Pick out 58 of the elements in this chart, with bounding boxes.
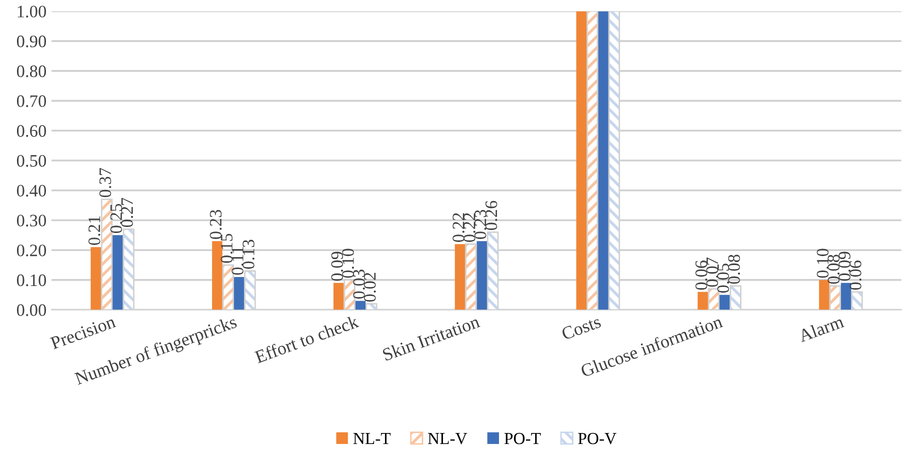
data-label: 0.09 — [838, 252, 850, 281]
data-label: 0.10 — [816, 248, 829, 278]
data-label: 0.07 — [706, 258, 718, 287]
y-tick-label: 0.60 — [16, 125, 46, 137]
data-label: 0.10 — [342, 248, 354, 278]
data-label: 0.21 — [88, 216, 100, 245]
bar — [355, 300, 366, 310]
x-tick-label: Effort to check — [254, 314, 360, 364]
bar — [454, 244, 466, 310]
y-tick-label: 0.30 — [16, 214, 46, 227]
y-tick-label: 0.00 — [16, 304, 46, 316]
bar — [112, 235, 123, 310]
legend-label: PO-T — [504, 432, 541, 444]
data-label: 0.25 — [110, 204, 122, 234]
legend-label: PO-V — [578, 432, 616, 444]
data-label: 0.13 — [242, 240, 254, 269]
data-label: 0.27 — [121, 198, 134, 228]
data-label: 0.15 — [220, 234, 233, 263]
data-label: 0.06 — [850, 260, 862, 290]
x-tick-label: Costs — [560, 315, 602, 340]
y-tick-label: 0.50 — [16, 154, 46, 167]
x-tick-label: Skin Irritation — [382, 314, 480, 362]
data-label: 0.06 — [695, 260, 708, 290]
y-tick-label: 0.80 — [16, 65, 46, 78]
y-tick-label: 0.70 — [16, 95, 46, 108]
y-tick-label: 0.90 — [16, 36, 46, 48]
bar — [333, 282, 344, 310]
bar — [90, 247, 101, 310]
y-tick-label: 1.00 — [18, 6, 46, 18]
bar — [819, 280, 830, 310]
x-tick-label: Alarm — [797, 314, 845, 342]
bar — [576, 11, 587, 310]
bar — [212, 241, 222, 310]
bar — [698, 292, 708, 310]
data-label: 0.23 — [210, 210, 222, 239]
data-label: 0.08 — [828, 254, 840, 284]
bar — [476, 241, 488, 310]
data-label: 0.08 — [728, 254, 740, 284]
bar — [234, 276, 244, 310]
bar — [598, 11, 608, 310]
y-tick-label: 0.20 — [16, 244, 46, 256]
y-tick-label: 0.10 — [16, 274, 46, 286]
bar — [840, 282, 852, 310]
data-label: 0.26 — [485, 200, 498, 230]
data-label: 0.23 — [474, 210, 486, 239]
data-label: 0.03 — [353, 270, 365, 299]
data-label: 0.37 — [99, 168, 112, 198]
data-label: 0.22 — [452, 213, 464, 242]
x-tick-label: Precision — [50, 315, 116, 350]
data-label: 0.22 — [464, 213, 476, 242]
legend-label: NL-T — [353, 433, 391, 444]
data-label: 0.05 — [717, 264, 730, 293]
data-label: 0.09 — [331, 252, 344, 281]
bar — [720, 294, 730, 310]
data-label: 0.02 — [364, 272, 376, 302]
legend-label: NL-V — [428, 433, 468, 444]
data-label: 0.11 — [232, 246, 244, 275]
y-tick-label: 0.40 — [16, 184, 46, 197]
